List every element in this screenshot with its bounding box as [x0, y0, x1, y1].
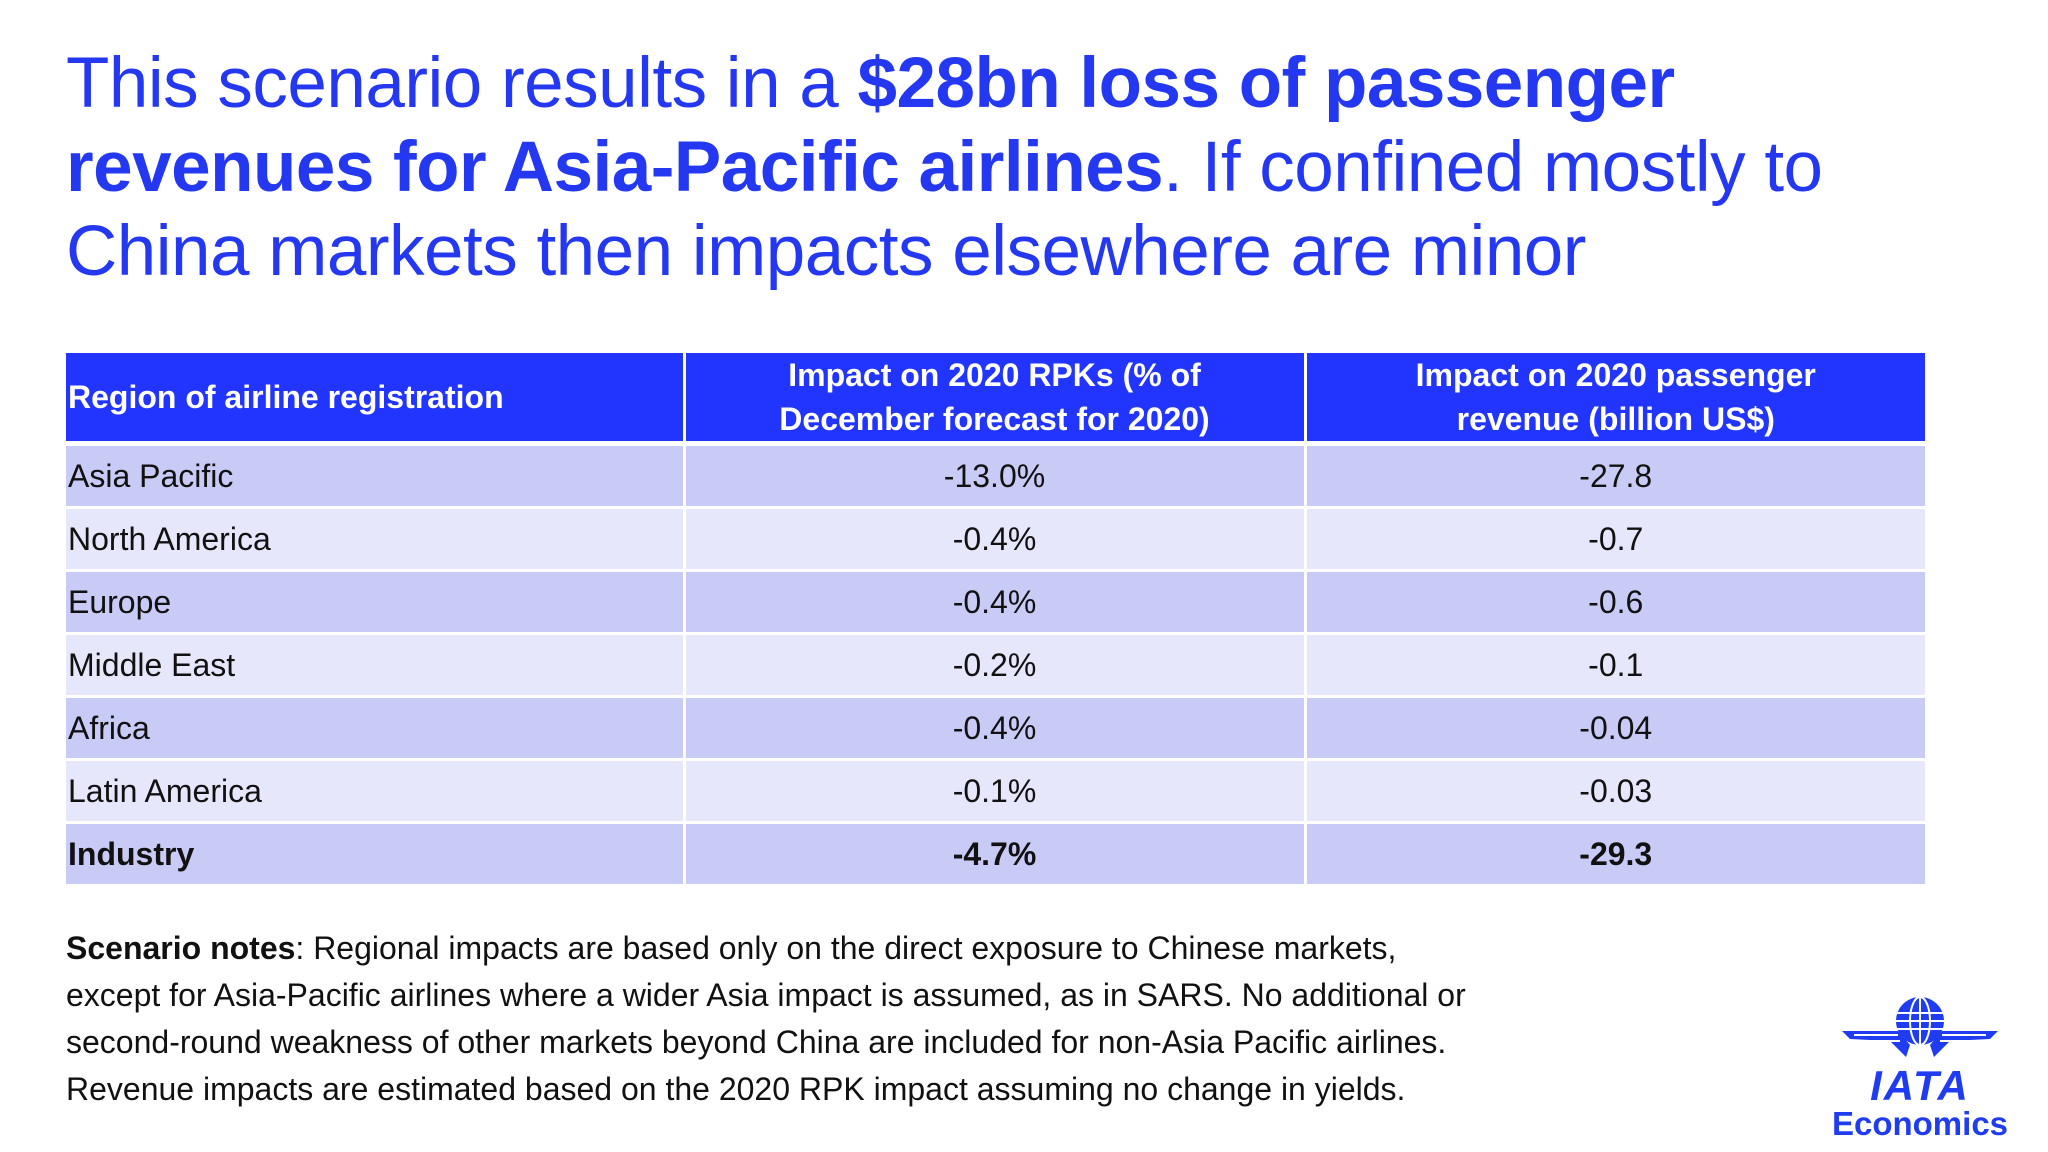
table-row: Africa -0.4% -0.04 [66, 696, 1925, 761]
title-text: . If confined mostly to [1163, 128, 1823, 207]
header-rpk-line: Impact on 2020 RPKs (% of [788, 357, 1201, 393]
cell-region: Middle East [66, 633, 686, 698]
slide-title: This scenario results in a $28bn loss of… [66, 42, 2026, 294]
cell-revenue: -0.04 [1305, 696, 1925, 761]
header-revenue-line: revenue (billion US$) [1456, 401, 1775, 437]
logo-iata-text: IATA [1870, 1062, 1970, 1109]
table-row: Asia Pacific -13.0% -27.8 [66, 443, 1925, 509]
cell-region: Latin America [66, 759, 686, 824]
header-region: Region of airline registration [66, 353, 686, 446]
title-emphasis: revenues for Asia-Pacific airlines [66, 128, 1164, 207]
notes-text: Revenue impacts are estimated based on t… [66, 1071, 1406, 1107]
cell-region: Industry [66, 822, 686, 887]
cell-revenue: -0.1 [1305, 633, 1925, 698]
header-revenue-line: Impact on 2020 passenger [1415, 357, 1816, 393]
cell-rpk: -4.7% [684, 822, 1307, 887]
notes-text: : Regional impacts are based only on the… [295, 930, 1397, 966]
globe-wings-icon [1842, 996, 1998, 1057]
cell-rpk: -0.1% [684, 759, 1307, 824]
cell-revenue: -27.8 [1305, 443, 1925, 509]
header-revenue: Impact on 2020 passenger revenue (billion… [1305, 353, 1925, 446]
header-rpk: Impact on 2020 RPKs (% of December foreca… [684, 353, 1307, 446]
notes-label: Scenario notes [66, 930, 296, 966]
header-rpk-line: December forecast for 2020) [779, 401, 1210, 437]
cell-rpk: -0.4% [684, 696, 1307, 761]
cell-rpk: -0.4% [684, 507, 1307, 572]
cell-revenue: -0.03 [1305, 759, 1925, 824]
title-text: China markets then impacts elsewhere are… [66, 212, 1586, 291]
title-text: This scenario results in a [66, 44, 858, 123]
impact-table: Region of airline registration Impact on… [66, 353, 1925, 887]
cell-rpk: -0.4% [684, 570, 1307, 635]
table-row: Latin America -0.1% -0.03 [66, 759, 1925, 824]
table-row-total: Industry -4.7% -29.3 [66, 822, 1925, 887]
table-row: Middle East -0.2% -0.1 [66, 633, 1925, 698]
cell-region: North America [66, 507, 686, 572]
cell-region: Asia Pacific [66, 443, 686, 509]
scenario-notes: Scenario notes: Regional impacts are bas… [66, 925, 1826, 1113]
cell-rpk: -0.2% [684, 633, 1307, 698]
cell-revenue: -0.6 [1305, 570, 1925, 635]
cell-revenue: -29.3 [1305, 822, 1925, 887]
iata-economics-logo: IATA Economics [1820, 995, 2020, 1145]
table-row: North America -0.4% -0.7 [66, 507, 1925, 572]
cell-rpk: -13.0% [684, 443, 1307, 509]
notes-text: second-round weakness of other markets b… [66, 1024, 1447, 1060]
title-emphasis: $28bn loss of passenger [857, 44, 1676, 123]
notes-text: except for Asia-Pacific airlines where a… [66, 977, 1466, 1013]
logo-economics-text: Economics [1831, 1105, 2009, 1142]
cell-revenue: -0.7 [1305, 507, 1925, 572]
table-row: Europe -0.4% -0.6 [66, 570, 1925, 635]
table-header-row: Region of airline registration Impact on… [66, 353, 1925, 446]
cell-region: Africa [66, 696, 686, 761]
cell-region: Europe [66, 570, 686, 635]
